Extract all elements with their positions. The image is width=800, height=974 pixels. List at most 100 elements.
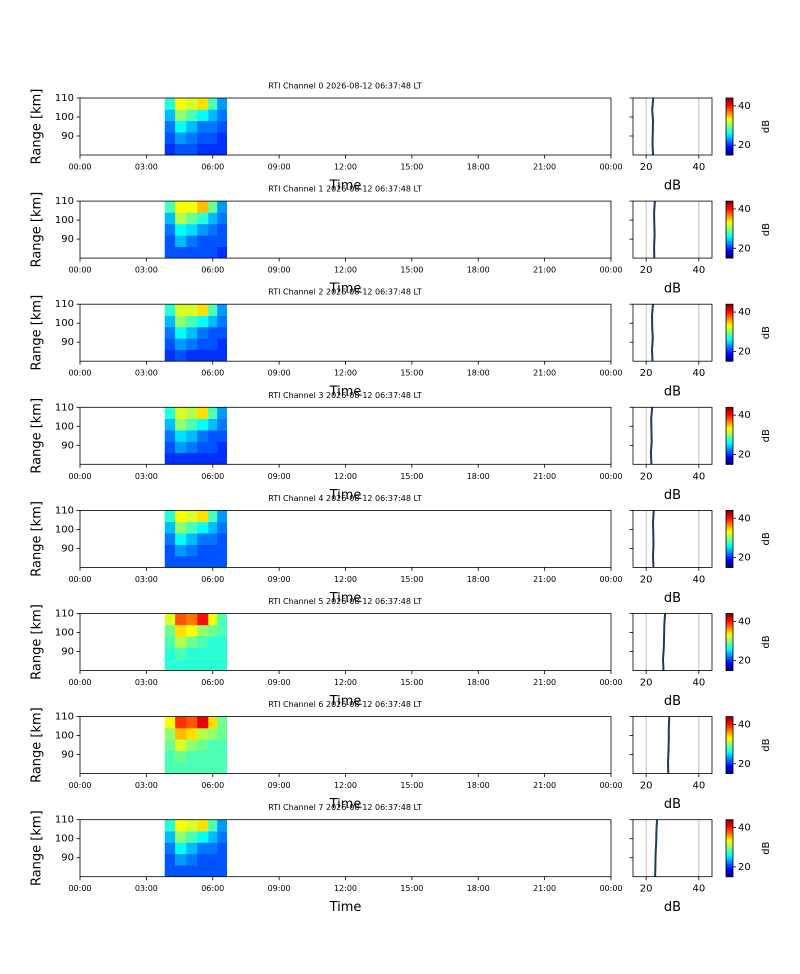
colorbar-segment	[726, 550, 733, 553]
axes-frame	[79, 303, 612, 362]
colorbar-segment	[726, 729, 733, 732]
heatmap-cell	[186, 613, 198, 626]
x-tick-label: 12:00	[334, 884, 357, 893]
colorbar-segment	[726, 431, 733, 434]
heatmap-cell	[186, 510, 198, 523]
heatmap-cell	[208, 418, 218, 431]
heatmap-cell	[197, 109, 209, 122]
heatmap-cell	[217, 338, 227, 351]
x-tick-label: 06:00	[201, 884, 224, 893]
colorbar-segment	[726, 242, 733, 245]
colorbar-segment	[726, 716, 733, 719]
colorbar-segment	[726, 415, 733, 418]
colorbar-segment	[726, 745, 733, 747]
colorbar-segment	[726, 752, 733, 755]
heatmap-cell	[197, 659, 209, 671]
colorbar-tick-label: 40	[738, 101, 751, 112]
colorbar-segment	[726, 317, 733, 319]
heatmap-cell	[164, 716, 176, 729]
profile-line	[666, 716, 671, 774]
heatmap-cell	[164, 659, 176, 671]
colorbar-segment	[726, 546, 733, 548]
x-tick-label: 00:00	[599, 678, 622, 687]
y-axis-label: Range [km]	[30, 810, 45, 886]
x-tick-label: 03:00	[135, 575, 158, 584]
heatmap-cell	[217, 430, 227, 442]
profile-frame	[632, 200, 713, 259]
colorbar-segment	[726, 143, 733, 146]
x-axis-label: Time	[329, 179, 362, 194]
y-tick-label: 110	[55, 712, 74, 723]
heatmap-cell	[175, 315, 187, 328]
x-tick-label: 18:00	[467, 575, 490, 584]
colorbar-segment	[726, 216, 733, 219]
colorbar-segment	[726, 441, 733, 444]
colorbar-segment	[726, 228, 733, 230]
heatmap-cell	[208, 762, 218, 774]
heatmap-cell	[186, 716, 198, 729]
colorbar-segment	[726, 341, 733, 344]
colorbar-segment	[726, 246, 733, 249]
colorbar-segment	[726, 557, 733, 560]
colorbar-segment	[726, 523, 733, 526]
colorbar-segment	[726, 637, 733, 640]
colorbar-frame	[725, 819, 734, 878]
heatmap-cell	[208, 624, 218, 637]
colorbar-segment	[726, 875, 733, 878]
heatmap-cell	[186, 349, 198, 362]
heatmap-cell	[186, 246, 198, 259]
heatmap-cell	[175, 739, 187, 752]
colorbar-segment	[726, 314, 733, 316]
heatmap-cell	[217, 349, 227, 362]
colorbar-segment	[726, 766, 733, 769]
x-tick-label: 03:00	[135, 266, 158, 275]
colorbar-segment	[726, 627, 733, 630]
colorbar-segment	[726, 359, 733, 362]
y-tick-label: 90	[61, 337, 74, 348]
heatmap-cell	[197, 544, 209, 557]
profile-x-tick-label: 20	[640, 368, 653, 379]
heatmap-cell	[175, 544, 187, 557]
colorbar-segment	[726, 226, 733, 229]
heatmap-cell	[197, 865, 209, 877]
colorbar-segment	[726, 202, 733, 205]
heatmap-cell	[217, 521, 227, 534]
x-tick-label: 03:00	[135, 472, 158, 481]
colorbar-segment	[726, 831, 733, 833]
colorbar-segment	[726, 335, 733, 338]
profile-x-tick-label: 40	[692, 368, 705, 379]
profile-line	[651, 97, 655, 156]
heatmap-cell	[186, 842, 198, 855]
heatmap-cell	[164, 327, 176, 339]
colorbar-segment	[726, 869, 733, 872]
x-axis-label: Time	[329, 694, 362, 709]
colorbar-segment	[726, 666, 733, 669]
colorbar-segment	[726, 825, 733, 828]
colorbar-segment	[726, 203, 733, 206]
heatmap-cell	[208, 750, 218, 763]
heatmap-cell	[175, 842, 187, 855]
heatmap-cell	[197, 521, 209, 534]
colorbar-segment	[726, 828, 733, 831]
x-tick-label: 00:00	[68, 369, 91, 378]
colorbar-segment	[726, 564, 733, 567]
heatmap-cell	[175, 659, 187, 671]
x-axis-label: Time	[329, 488, 362, 503]
colorbar-segment	[726, 629, 733, 631]
colorbar-segment	[726, 442, 733, 445]
colorbar-segment	[726, 355, 733, 358]
heatmap-cell	[217, 716, 227, 729]
x-tick-label: 03:00	[135, 781, 158, 790]
colorbar-segment	[726, 839, 733, 842]
colorbar-segment	[726, 421, 733, 424]
colorbar-segment	[726, 634, 733, 637]
colorbar-segment	[726, 322, 733, 325]
colorbar-segment	[726, 452, 733, 455]
heatmap-cell	[164, 842, 176, 855]
heatmap-cell	[175, 349, 187, 362]
colorbar-segment	[726, 842, 733, 845]
heatmap-cell	[186, 853, 198, 866]
colorbar-segment	[726, 819, 733, 822]
colorbar-tick-label: 40	[738, 823, 751, 834]
